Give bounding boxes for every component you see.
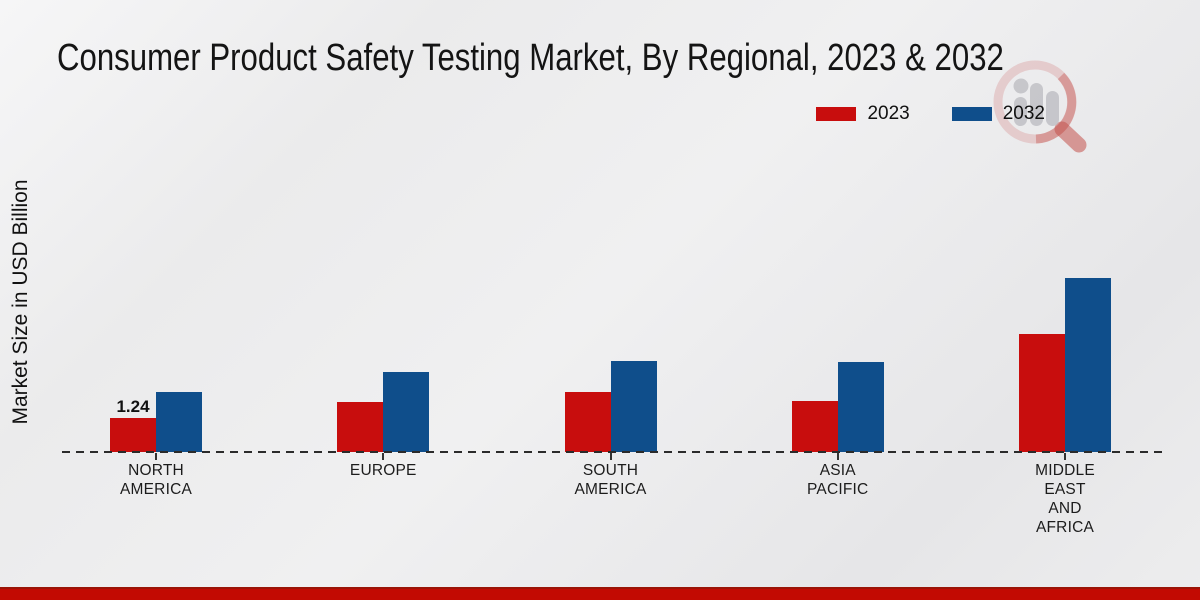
legend-label: 2023 — [867, 103, 910, 124]
category-label-line: AMERICA — [574, 481, 647, 498]
legend-item-2023: 2023 — [816, 103, 910, 125]
category-label-line: EUROPE — [349, 462, 417, 479]
category-label-line: AND — [1048, 500, 1082, 517]
category-label-middle-east-and-africa: MIDDLE EAST AND AFRICA — [980, 461, 1150, 537]
axis-tick-north-america — [155, 453, 157, 460]
category-label-north-america: NORTH AMERICA — [71, 461, 241, 499]
bar-2023-europe — [337, 402, 384, 452]
bar-2023-north-america — [110, 418, 156, 452]
category-label-south-america: SOUTH AMERICA — [526, 461, 696, 499]
bar-2032-north-america — [156, 392, 202, 452]
category-label-line: EAST — [1044, 481, 1086, 498]
bar-2032-asia-pacific — [837, 362, 884, 452]
axis-tick-south-america — [609, 453, 612, 460]
category-label-line: ASIA — [819, 462, 856, 479]
bar-value-label: 1.24 — [116, 396, 150, 416]
category-label-line: AFRICA — [1035, 519, 1095, 536]
bar-2023-south-america — [564, 392, 611, 452]
chart-title: Consumer Product Safety Testing Market, … — [57, 37, 1004, 79]
logo-watermark-icon — [993, 60, 1087, 153]
legend-item-2032: 2032 — [951, 103, 1045, 125]
category-label-europe: EUROPE — [298, 461, 468, 480]
legend-swatch-2023 — [816, 107, 857, 121]
bar-2032-europe — [383, 372, 430, 452]
y-axis-label: Market Size in USD Billion — [9, 179, 32, 425]
category-label-asia-pacific: ASIA PACIFIC — [753, 461, 923, 499]
legend: 2023 2032 — [816, 103, 1045, 125]
bar-2032-middle-east-and-africa — [1065, 278, 1111, 452]
axis-tick-europe — [382, 453, 385, 460]
category-label-line: NORTH — [128, 462, 184, 479]
x-axis-baseline — [62, 451, 1163, 453]
footer-bar — [0, 587, 1200, 600]
category-label-line: MIDDLE — [1035, 462, 1095, 479]
bar-2023-middle-east-and-africa — [1019, 334, 1065, 452]
category-label-line: SOUTH — [582, 462, 639, 479]
category-label-line: PACIFIC — [807, 481, 869, 498]
axis-tick-asia-pacific — [836, 453, 839, 460]
bar-2032-south-america — [610, 361, 657, 452]
legend-label: 2032 — [1002, 103, 1045, 124]
legend-swatch-2032 — [951, 107, 992, 121]
axis-tick-middle-east-and-africa — [1064, 453, 1066, 460]
category-label-line: AMERICA — [119, 481, 193, 498]
bar-2023-asia-pacific — [791, 401, 838, 452]
